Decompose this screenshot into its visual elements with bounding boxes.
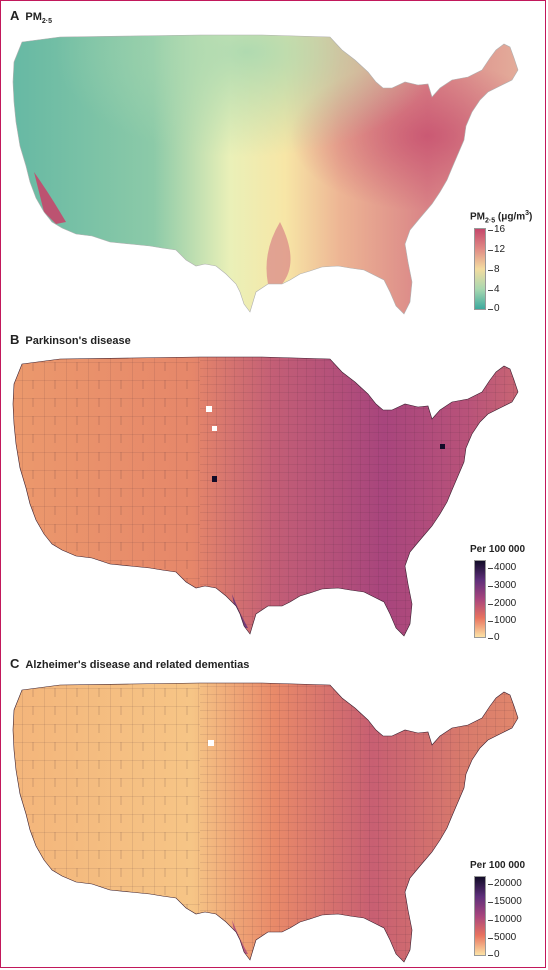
legend-title: PM2·5 (μg/m3): [470, 210, 532, 224]
legend-tick: 1000: [487, 615, 517, 626]
panel-title: C Alzheimer's disease and related dementi…: [10, 656, 249, 671]
legend-title-unit: (μg/m: [495, 211, 526, 223]
legend-title-main: PM: [470, 211, 485, 223]
legend-title: Per 100 000: [470, 860, 526, 871]
title-sub: 2·5: [41, 18, 53, 26]
parkinsons-map: [12, 356, 519, 637]
parkinsons-legend: Per 100 000 4000 3000 2000 1000 0: [470, 544, 548, 654]
legend-tick: 16: [487, 224, 506, 235]
pm25-legend: PM2·5 (μg/m3) 16 12 8 4 0: [470, 210, 548, 320]
legend-tick: 0: [488, 303, 500, 314]
legend-tick: 0: [488, 632, 500, 643]
legend-colorbar: [474, 560, 486, 638]
pm25-map: [12, 34, 519, 315]
panel-title: B Parkinson's disease: [10, 332, 131, 347]
panel-parkinsons: B Parkinson's disease Per 100 000 4000 30…: [0, 326, 548, 646]
panel-title: A PM2·5: [10, 8, 52, 25]
alzheimers-map: [12, 682, 519, 963]
legend-tick: 20000: [488, 878, 522, 889]
legend-tick: 12: [487, 244, 506, 255]
legend-tick: 5000: [487, 932, 517, 943]
legend-title-sub: 2·5: [485, 217, 496, 225]
legend-tick: 3000: [487, 580, 517, 591]
alzheimers-legend: Per 100 000 20000 15000 10000 5000 0: [470, 860, 548, 970]
legend-colorbar: [474, 228, 486, 310]
title-main: PM: [25, 11, 42, 23]
panel-letter: A: [10, 8, 20, 23]
legend-tick: 4000: [487, 562, 517, 573]
panel-pm25: A PM2·5 PM2·5 (μg/m3) 16 12 8 4 0: [0, 0, 548, 320]
title-main: Parkinson's disease: [25, 335, 131, 347]
legend-tick: 4: [488, 284, 500, 295]
legend-tick: 0: [488, 949, 500, 960]
legend-title-sup: 3: [525, 210, 530, 217]
legend-colorbar: [474, 876, 486, 956]
legend-tick: 10000: [488, 914, 522, 925]
panel-alzheimers: C Alzheimer's disease and related dementi…: [0, 652, 548, 970]
title-main: Alzheimer's disease and related dementia…: [25, 659, 250, 671]
legend-title-close: ): [529, 211, 533, 223]
legend-tick: 15000: [488, 896, 522, 907]
panel-letter: B: [10, 332, 20, 347]
legend-title: Per 100 000: [470, 544, 526, 555]
panel-letter: C: [10, 656, 20, 671]
legend-tick: 8: [488, 264, 500, 275]
legend-tick: 2000: [487, 598, 517, 609]
